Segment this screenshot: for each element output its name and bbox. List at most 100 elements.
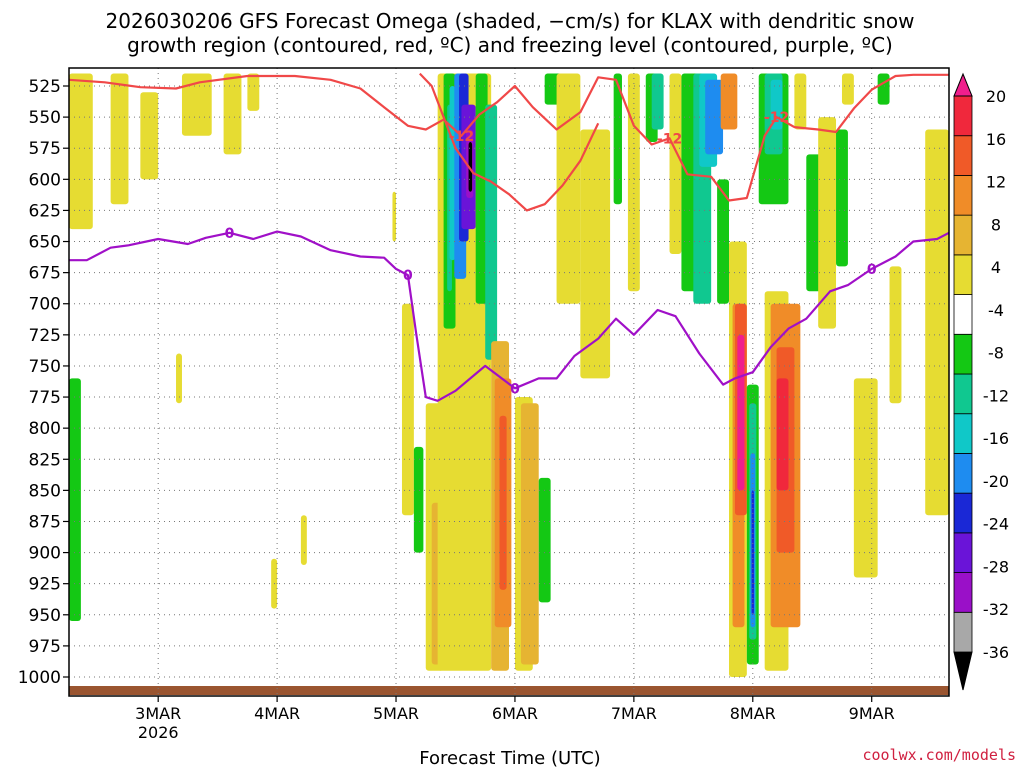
omega-region <box>580 129 611 379</box>
omega-region <box>737 334 745 491</box>
contour-label: 0 <box>225 226 235 242</box>
colorbar-label: -28 <box>983 557 1009 576</box>
omega-region <box>499 415 507 590</box>
omega-region <box>401 303 414 516</box>
omega-region <box>556 73 581 304</box>
colorbar-label: 20 <box>986 87 1006 106</box>
omega-region <box>720 73 738 130</box>
contour-label: -12 <box>449 129 474 145</box>
colorbar-swatch <box>953 135 973 176</box>
omega-region <box>110 73 129 205</box>
y-axis: 525 550 575 600 625 650 675 700 725 750 775 800 825 8… <box>18 77 69 688</box>
y-tick-label: 900 <box>29 544 61 564</box>
y-tick-label: 575 <box>29 139 61 159</box>
x-tick-sublabel: 2026 <box>138 723 179 742</box>
colorbar-swatch <box>953 611 973 653</box>
y-tick-label: 625 <box>29 201 61 221</box>
contour-label: 0 <box>867 262 877 278</box>
omega-region <box>669 73 682 254</box>
omega-region <box>538 477 551 603</box>
colorbar-label: 12 <box>986 173 1006 192</box>
colorbar-label: -16 <box>983 429 1009 448</box>
contour-line <box>419 72 600 212</box>
colorbar-swatch <box>953 413 973 454</box>
omega-region <box>300 515 307 566</box>
x-tick-label: 8MAR <box>730 704 776 723</box>
contour-line <box>69 230 950 402</box>
y-tick-label: 975 <box>29 637 61 657</box>
colorbar-label: -24 <box>983 515 1009 534</box>
y-tick-label: 650 <box>29 233 61 253</box>
omega-region <box>140 92 159 180</box>
omega-region <box>247 73 260 111</box>
y-tick-label: 875 <box>29 512 61 532</box>
omega-region <box>925 129 949 516</box>
colorbar-label: -12 <box>983 386 1009 405</box>
omega-region <box>818 117 837 329</box>
contour-label: 0 <box>403 268 413 284</box>
omega-region <box>836 129 848 267</box>
colorbar-label: -32 <box>983 600 1009 619</box>
omega-region <box>69 378 81 622</box>
omega-region <box>613 73 622 205</box>
colorbar-swatch <box>953 651 973 691</box>
y-tick-label: 700 <box>29 295 61 315</box>
colorbar-swatch <box>953 373 973 415</box>
omega-region <box>841 73 854 105</box>
omega-region <box>176 353 182 404</box>
ground-surface <box>69 686 949 695</box>
colorbar-swatch <box>953 95 973 137</box>
contour-lines: 0 0 0 0 -12 -12 -12 <box>68 72 950 402</box>
y-tick-label: 850 <box>29 481 61 501</box>
y-tick-label: 950 <box>29 606 61 626</box>
colorbar-swatch <box>953 72 973 97</box>
omega-shading-layer <box>69 73 949 678</box>
y-tick-label: 675 <box>29 264 61 284</box>
y-tick-label: 775 <box>29 388 61 408</box>
contour-line <box>68 73 949 202</box>
y-tick-label: 725 <box>29 326 61 346</box>
y-tick-label: 1000 <box>18 668 61 688</box>
x-tick-label: 5MAR <box>373 704 419 723</box>
colorbar-swatch <box>953 214 973 256</box>
chart-title-line2: growth region (contoured, red, ºC) and f… <box>127 33 893 57</box>
omega-region <box>413 446 424 553</box>
omega-region <box>776 378 789 491</box>
colorbar-label: 4 <box>991 258 1001 277</box>
colorbar-swatch <box>953 572 973 613</box>
colorbar-swatch <box>953 532 973 573</box>
y-tick-label: 800 <box>29 419 61 439</box>
credit-link[interactable]: coolwx.com/models <box>862 746 1016 764</box>
colorbar-label: 8 <box>991 215 1001 234</box>
contour-label: -12 <box>657 131 682 147</box>
y-tick-label: 925 <box>29 575 61 595</box>
colorbar-label: -36 <box>983 643 1009 662</box>
omega-region <box>475 73 488 304</box>
contour-label: -12 <box>764 110 789 126</box>
omega-region <box>181 73 212 136</box>
x-tick-label: 9MAR <box>849 704 895 723</box>
y-tick-label: 750 <box>29 357 61 377</box>
colorbar-label: -20 <box>983 472 1009 491</box>
omega-region <box>853 378 878 578</box>
gridlines <box>69 68 949 696</box>
omega-region <box>794 73 807 130</box>
x-tick-label: 6MAR <box>492 704 538 723</box>
x-axis-label: Forecast Time (UTC) <box>419 748 600 768</box>
omega-region <box>392 191 397 242</box>
colorbar-swatch <box>953 175 973 216</box>
y-tick-label: 825 <box>29 450 61 470</box>
colorbar-swatch <box>953 254 973 295</box>
colorbar-swatch <box>953 294 973 335</box>
colorbar-swatch <box>953 453 973 494</box>
y-tick-label: 525 <box>29 77 61 97</box>
colorbar: -36 -32 -28 -24 -20 -16 -12 -8 -4 4 8 12 16 20 <box>953 72 1009 691</box>
omega-region <box>877 73 890 105</box>
omega-region <box>223 73 242 155</box>
omega-region <box>485 104 498 360</box>
omega-region <box>69 73 93 230</box>
colorbar-swatch <box>953 333 973 375</box>
colorbar-label: -8 <box>988 344 1004 363</box>
omega-region <box>651 73 664 130</box>
